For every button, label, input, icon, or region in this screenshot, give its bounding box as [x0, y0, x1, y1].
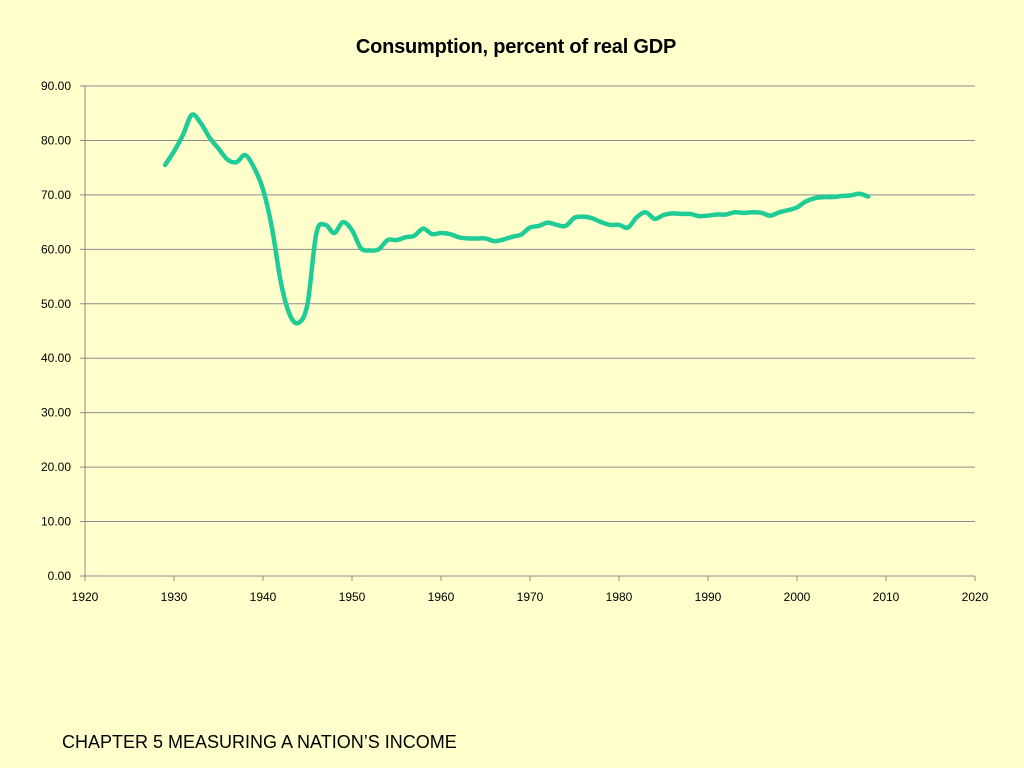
x-tick-label: 1920 [72, 590, 99, 604]
y-tick-label: 70.00 [41, 188, 71, 202]
y-tick-label: 50.00 [41, 297, 71, 311]
series-line [162, 112, 871, 326]
y-tick-label: 0.00 [48, 569, 72, 583]
axes [80, 85, 976, 581]
y-tick-label: 90.00 [41, 79, 71, 93]
x-tick-label: 2000 [784, 590, 811, 604]
y-tick-label: 30.00 [41, 406, 71, 420]
chart-title: Consumption, percent of real GDP [355, 36, 677, 58]
y-tick-label: 40.00 [41, 351, 71, 365]
x-tick-label: 1950 [339, 590, 366, 604]
x-tick-label: 2010 [873, 590, 900, 604]
x-tick-label: 1960 [428, 590, 455, 604]
y-tick-label: 60.00 [41, 242, 71, 256]
x-tick-label: 1980 [606, 590, 633, 604]
chapter-footer: CHAPTER 5 MEASURING A NATION’S INCOME [62, 732, 457, 752]
y-tick-label: 10.00 [41, 515, 71, 529]
series-layer [162, 112, 871, 326]
x-tick-label: 1940 [250, 590, 277, 604]
tick-labels: 0.00 10.00 20.00 30.00 40.00 50.00 60.00 70.00 8… [41, 79, 989, 604]
x-tick-label: 1990 [695, 590, 722, 604]
y-tick-label: 80.00 [41, 133, 71, 147]
x-tick-label: 1970 [517, 590, 544, 604]
y-tick-label: 20.00 [41, 460, 71, 474]
x-tick-label: 2020 [962, 590, 989, 604]
x-tick-label: 1930 [161, 590, 188, 604]
